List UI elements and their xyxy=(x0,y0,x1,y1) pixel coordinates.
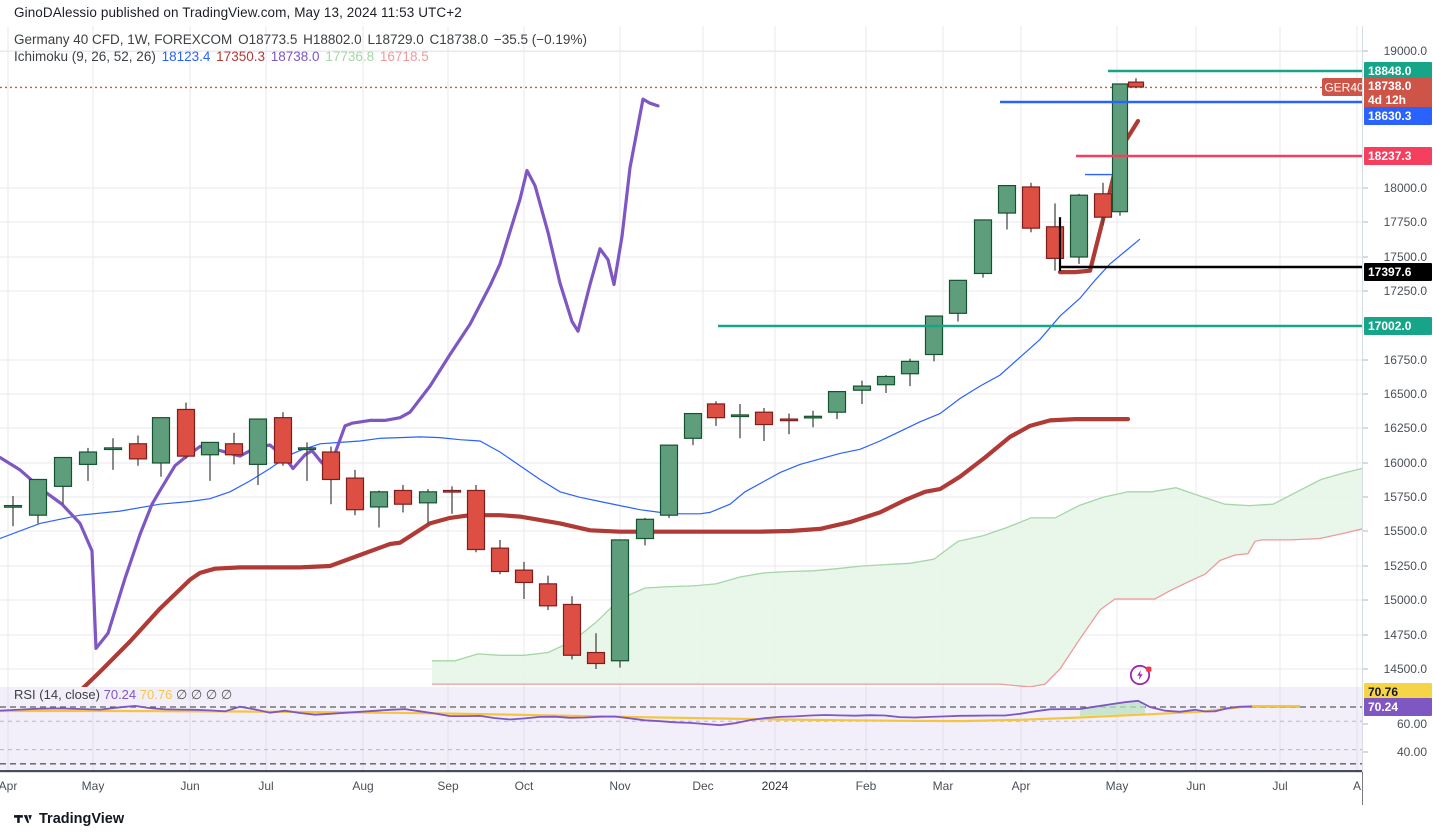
price-label-17397[interactable]: 17397.6 xyxy=(1364,263,1432,281)
time-tick-label: Oct xyxy=(514,779,534,793)
symbol-label[interactable]: Germany 40 CFD, 1W, FOREXCOM xyxy=(14,32,233,47)
price-tick-mark xyxy=(1363,221,1368,223)
rsi-value-label[interactable]: 70.24 xyxy=(1364,698,1432,716)
price-tick-label: 15750.0 xyxy=(1383,490,1427,504)
scale-corner xyxy=(1362,772,1433,805)
chikou-value: 18738.0 xyxy=(270,49,320,64)
price-label-17002[interactable]: 17002.0 xyxy=(1364,317,1432,335)
price-tick-label: 18000.0 xyxy=(1383,181,1427,195)
rsi-name[interactable]: RSI (14, close) xyxy=(14,687,100,702)
price-tick-label: 15500.0 xyxy=(1383,524,1427,538)
price-tick-mark xyxy=(1363,565,1368,567)
price-tick-label: 16750.0 xyxy=(1383,353,1427,367)
time-tick-label: May xyxy=(81,779,105,793)
ichimoku-label[interactable]: Ichimoku (9, 26, 52, 26) xyxy=(14,49,156,64)
price-tick-label: 40.00 xyxy=(1396,745,1427,759)
time-tick-label: 2024 xyxy=(761,779,789,793)
alert-lightning-icon[interactable] xyxy=(1128,661,1154,687)
price-tick-label: 16500.0 xyxy=(1383,387,1427,401)
close-value: C18738.0 xyxy=(429,32,489,47)
price-tick-mark xyxy=(1363,751,1368,753)
ichimoku-legend-row: Ichimoku (9, 26, 52, 26) 18123.4 17350.3… xyxy=(14,48,589,65)
time-tick-label: Jul xyxy=(258,779,274,793)
price-chart-canvas: GER40 xyxy=(0,26,1362,687)
time-scale[interactable]: Apr May Jun Jul Aug Sep Oct Nov Dec 2024 Feb Mar Apr… xyxy=(0,772,1433,805)
kijun-value: 17350.3 xyxy=(216,49,265,64)
rsi-extra-3: ∅ xyxy=(205,687,218,702)
price-tick-label: 17750.0 xyxy=(1383,215,1427,229)
rsi-indicator-pane[interactable]: RSI (14, close) 70.24 70.76 ∅ ∅ ∅ ∅ xyxy=(0,687,1362,772)
price-tick-mark xyxy=(1363,427,1368,429)
price-tick-label: 19000.0 xyxy=(1383,44,1427,58)
svg-text:GER40: GER40 xyxy=(1324,80,1362,94)
price-label-18630[interactable]: 18630.3 xyxy=(1364,107,1432,125)
price-tick-mark xyxy=(1363,187,1368,189)
time-tick-label: Apr xyxy=(0,779,18,793)
time-tick-label: Sep xyxy=(437,779,459,793)
price-tick-label: 16000.0 xyxy=(1383,456,1427,470)
low-value: L18729.0 xyxy=(367,32,424,47)
change-value: −35.5 (−0.19%) xyxy=(493,32,587,47)
countdown-label[interactable]: 4d 12h xyxy=(1364,91,1432,109)
rsi-extra-2: ∅ xyxy=(190,687,203,702)
price-tick-mark xyxy=(1363,668,1368,670)
chart-legend: Germany 40 CFD, 1W, FOREXCOM O18773.5 H1… xyxy=(14,31,589,65)
rsi-extra-4: ∅ xyxy=(220,687,233,702)
tradingview-logo-icon xyxy=(14,815,32,823)
price-tick-mark xyxy=(1363,290,1368,292)
time-tick-label: Jun xyxy=(180,779,200,793)
price-tick-mark xyxy=(1363,256,1368,258)
price-tick-mark xyxy=(1363,359,1368,361)
rsi-value: 70.24 xyxy=(103,687,137,702)
rsi-chart-canvas xyxy=(0,687,1362,772)
time-tick-label: A xyxy=(1352,779,1362,793)
time-tick-label: May xyxy=(1105,779,1129,793)
rsi-extra-1: ∅ xyxy=(175,687,188,702)
price-scale[interactable]: 19000.0 18000.0 17750.0 17500.0 17250.0 16750… xyxy=(1362,26,1433,772)
time-tick-label: Dec xyxy=(692,779,714,793)
price-tick-label: 14500.0 xyxy=(1383,662,1427,676)
price-chart-pane[interactable]: GER40 xyxy=(0,26,1362,687)
price-tick-label: 14750.0 xyxy=(1383,628,1427,642)
time-tick-label: Feb xyxy=(855,779,877,793)
price-tick-label: 16250.0 xyxy=(1383,421,1427,435)
rsi-legend: RSI (14, close) 70.24 70.76 ∅ ∅ ∅ ∅ xyxy=(14,687,232,703)
price-tick-label: 15250.0 xyxy=(1383,559,1427,573)
price-tick-mark xyxy=(1363,496,1368,498)
price-tick-mark xyxy=(1363,530,1368,532)
rsi-ma-label[interactable]: 70.76 xyxy=(1364,683,1432,701)
tenkan-value: 18123.4 xyxy=(161,49,211,64)
price-label-18848[interactable]: 18848.0 xyxy=(1364,62,1432,80)
tradingview-logo[interactable]: TradingView xyxy=(14,811,124,827)
time-tick-label: Jul xyxy=(1272,779,1288,793)
time-tick-label: Nov xyxy=(609,779,631,793)
price-label-last[interactable]: 18738.0 xyxy=(1364,77,1432,95)
time-tick-label: Apr xyxy=(1011,779,1031,793)
price-tick-label: 15000.0 xyxy=(1383,593,1427,607)
price-tick-mark xyxy=(1363,723,1368,725)
price-tick-mark xyxy=(1363,634,1368,636)
price-label-18237[interactable]: 18237.3 xyxy=(1364,147,1432,165)
price-tick-label: 60.00 xyxy=(1396,717,1427,731)
high-value: H18802.0 xyxy=(303,32,362,47)
attribution-text: GinoDAlessio published on TradingView.co… xyxy=(14,5,462,20)
symbol-tag-ger40[interactable]: GER40 xyxy=(1322,77,1362,96)
price-tick-label: 17500.0 xyxy=(1383,250,1427,264)
footer-bar: TradingView xyxy=(0,805,1433,834)
rsi-ma-value: 70.76 xyxy=(139,687,173,702)
senkou-b-value: 16718.5 xyxy=(379,49,429,64)
symbol-ohlc-row: Germany 40 CFD, 1W, FOREXCOM O18773.5 H1… xyxy=(14,31,589,48)
price-tick-label: 17250.0 xyxy=(1383,284,1427,298)
price-tick-mark xyxy=(1363,462,1368,464)
open-value: O18773.5 xyxy=(238,32,298,47)
time-tick-label: Aug xyxy=(352,779,374,793)
price-tick-mark xyxy=(1363,393,1368,395)
price-tick-mark xyxy=(1363,50,1368,52)
time-tick-label: Mar xyxy=(932,779,954,793)
tradingview-brand-text: TradingView xyxy=(39,811,125,827)
time-tick-label: Jun xyxy=(1186,779,1206,793)
price-tick-mark xyxy=(1363,599,1368,601)
senkou-a-value: 17736.8 xyxy=(325,49,375,64)
